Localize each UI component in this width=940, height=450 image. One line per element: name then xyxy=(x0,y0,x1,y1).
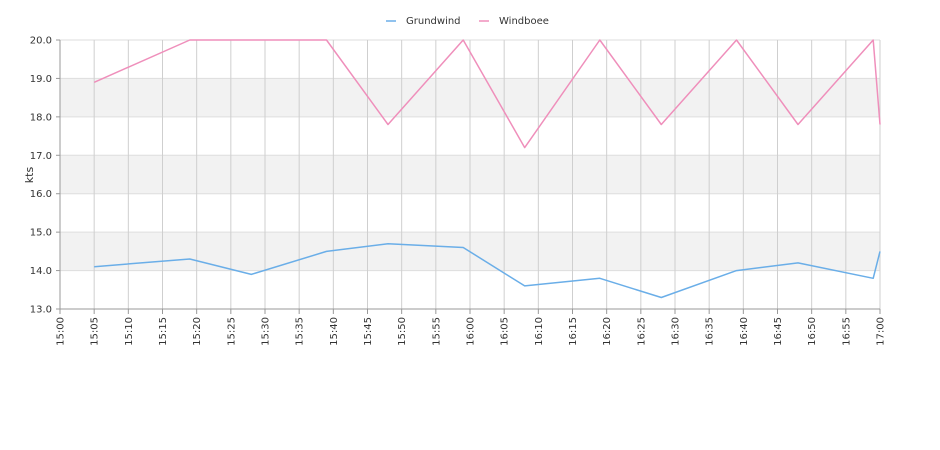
y-tick-label: 14.0 xyxy=(30,266,52,277)
y-tick-label: 19.0 xyxy=(30,74,52,85)
x-tick-label: 16:30 xyxy=(671,317,682,346)
series-lines xyxy=(93,39,881,299)
vertical-gridlines xyxy=(59,40,881,314)
x-tick-label: 16:50 xyxy=(807,317,818,346)
x-tick-label: 15:00 xyxy=(56,317,67,346)
x-tick-label: 15:25 xyxy=(226,317,237,346)
x-tick-label: 15:50 xyxy=(397,317,408,346)
x-tick-label: 15:55 xyxy=(431,317,442,346)
series-line-grundwind xyxy=(94,242,881,299)
y-tick-label: 16.0 xyxy=(30,189,52,200)
legend-label-windboee: Windboee xyxy=(499,16,549,27)
y-tick-label: 17.0 xyxy=(30,151,52,162)
x-tick-labels: 15:00 15:05 15:10 15:15 15:20 15:25 15:30 15:35… xyxy=(56,317,887,346)
axes xyxy=(59,40,880,310)
x-tick-label: 16:55 xyxy=(841,317,852,346)
legend-label-grundwind: Grundwind xyxy=(406,16,461,27)
x-tick-label: 15:45 xyxy=(363,317,374,346)
x-tick-label: 16:10 xyxy=(534,317,545,346)
x-tick-label: 16:00 xyxy=(466,317,477,346)
y-axis-label: kts xyxy=(23,167,36,184)
x-tick-label: 16:35 xyxy=(705,317,716,346)
x-tick-label: 15:05 xyxy=(90,317,101,346)
x-tick-label: 15:30 xyxy=(261,317,272,346)
x-tick-label: 15:20 xyxy=(192,317,203,346)
x-tick-label: 16:15 xyxy=(568,317,579,346)
x-tick-label: 16:25 xyxy=(636,317,647,346)
y-tick-label: 15.0 xyxy=(30,228,52,239)
x-tick-label: 16:45 xyxy=(773,317,784,346)
y-tick-label: 13.0 xyxy=(30,305,52,316)
y-tick-label: 18.0 xyxy=(30,112,52,123)
y-tick-labels: 13.0 14.0 15.0 16.0 17.0 18.0 19.0 20.0 xyxy=(30,36,52,316)
x-tick-label: 16:05 xyxy=(500,317,511,346)
x-tick-label: 15:35 xyxy=(295,317,306,346)
x-tick-label: 17:00 xyxy=(876,317,887,346)
series-line-windboee xyxy=(93,39,881,149)
x-tick-label: 15:40 xyxy=(329,317,340,346)
y-tick-label: 20.0 xyxy=(30,36,52,47)
x-tick-label: 15:10 xyxy=(124,317,135,346)
x-tick-label: 16:40 xyxy=(739,317,750,346)
legend: Grundwind Windboee xyxy=(386,16,549,27)
x-tick-label: 15:15 xyxy=(158,317,169,346)
x-tick-label: 16:20 xyxy=(602,317,613,346)
